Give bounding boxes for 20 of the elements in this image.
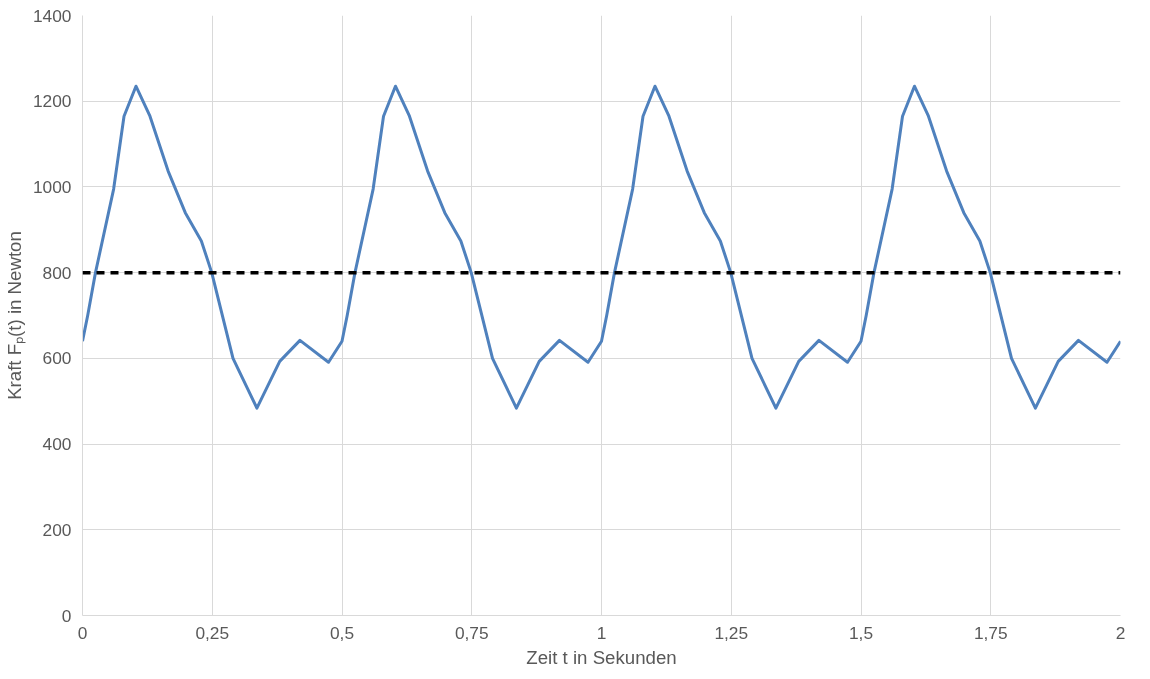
x-tick-label: 1,25 <box>714 622 749 643</box>
x-tick-label: 1,75 <box>973 622 1008 643</box>
y-axis-title: Kraft Fₚ(t) in Newton <box>3 231 26 400</box>
y-tick-label: 1200 <box>32 91 72 112</box>
x-tick-label: 1,5 <box>848 622 874 643</box>
x-tick-label: 1 <box>596 622 607 643</box>
y-tick-label: 400 <box>42 434 72 455</box>
x-tick-label: 0 <box>77 622 88 643</box>
x-tick-label: 0,5 <box>329 622 355 643</box>
y-tick-label: 200 <box>42 519 72 540</box>
x-axis-title: Zeit t in Sekunden <box>526 646 677 668</box>
x-tick-label: 0,25 <box>195 622 230 643</box>
y-tick-label: 600 <box>42 348 72 369</box>
x-tick-label: 2 <box>1115 622 1126 643</box>
y-tick-label: 0 <box>61 605 72 626</box>
y-tick-label: 800 <box>42 262 72 283</box>
x-tick-label: 0,75 <box>454 622 489 643</box>
y-tick-label: 1400 <box>32 5 72 26</box>
y-tick-label: 1000 <box>32 176 72 197</box>
line-series <box>82 84 1121 410</box>
